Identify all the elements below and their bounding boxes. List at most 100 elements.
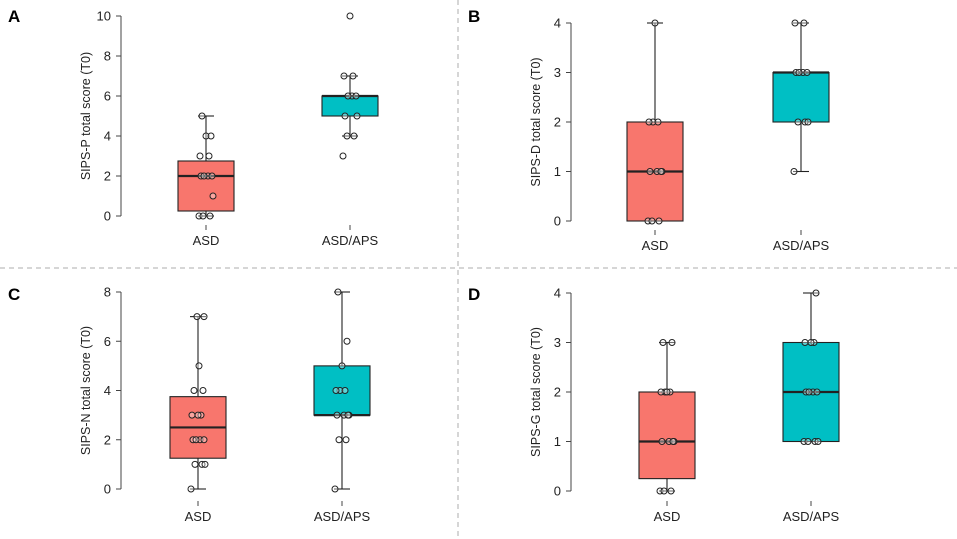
data-point [646, 168, 654, 175]
y-tick-label: 1 [554, 164, 561, 179]
data-point [669, 438, 677, 445]
y-tick-label: 4 [104, 129, 111, 144]
box-asd: ASD [638, 339, 696, 524]
panel-letter: B [468, 7, 480, 26]
y-axis-title: SIPS-G total score (T0) [529, 327, 543, 457]
y-tick-label: 8 [104, 285, 111, 300]
y-tick-label: 3 [554, 335, 561, 350]
data-point [341, 112, 349, 120]
data-point [344, 92, 352, 100]
data-point [206, 212, 214, 220]
y-tick-label: 0 [104, 209, 111, 224]
data-point [805, 388, 813, 396]
y-axis-title: SIPS-N total score (T0) [79, 326, 93, 455]
y-tick-label: 4 [104, 383, 111, 398]
category-label: ASD/APS [314, 509, 371, 524]
data-point [667, 487, 675, 495]
data-point [193, 313, 201, 321]
data-point [804, 118, 812, 126]
data-point [342, 436, 350, 444]
box-asd-aps: ASD/APS [321, 12, 379, 248]
data-point [657, 168, 665, 175]
data-point [814, 438, 822, 445]
box-asd-aps: ASD/APS [782, 289, 840, 524]
data-point [194, 411, 202, 419]
category-label: ASD [193, 233, 220, 248]
data-point [346, 12, 354, 20]
iqr-box [321, 95, 379, 117]
y-tick-label: 1 [554, 434, 561, 449]
panel-letter: A [8, 7, 20, 26]
category-label: ASD [642, 238, 669, 253]
data-point [333, 411, 341, 419]
data-point [807, 339, 815, 346]
data-point [353, 112, 361, 120]
data-point [655, 217, 663, 225]
data-point [813, 388, 821, 396]
data-point [795, 69, 803, 76]
data-point [343, 132, 351, 140]
data-point [331, 485, 339, 493]
y-tick-label: 3 [554, 65, 561, 80]
y-axis-title: SIPS-D total score (T0) [529, 57, 543, 186]
data-point [201, 460, 209, 468]
data-point [205, 152, 213, 160]
category-label: ASD [654, 509, 681, 524]
data-point [668, 339, 676, 346]
y-tick-label: 4 [554, 286, 561, 301]
data-point [202, 132, 210, 140]
data-point [648, 217, 656, 225]
data-point [660, 487, 668, 495]
y-tick-label: 4 [554, 16, 561, 31]
panel-d: D 0 1 2 3 4 SIPS-G total score (T0) ASD ASD/APS [468, 285, 840, 524]
box-asd-aps: ASD/APS [313, 288, 371, 524]
y-tick-label: 2 [554, 115, 561, 130]
data-point [339, 152, 347, 160]
data-point [192, 436, 200, 444]
box-asd: ASD [626, 19, 684, 253]
y-tick-label: 6 [104, 334, 111, 349]
data-point [645, 118, 653, 126]
category-label: ASD/APS [783, 509, 840, 524]
data-point [188, 411, 196, 419]
data-point [341, 387, 349, 394]
data-point [207, 132, 215, 140]
data-point [191, 460, 199, 468]
data-point [343, 337, 351, 345]
data-point [657, 388, 665, 396]
y-tick-label: 0 [554, 484, 561, 499]
data-point [790, 168, 798, 175]
y-tick-label: 0 [104, 482, 111, 497]
data-point [794, 118, 802, 126]
data-point [659, 339, 667, 346]
panel-b: B 0 1 2 3 4 SIPS-D total score (T0) ASD ASD/APS [468, 7, 830, 253]
data-point [200, 172, 208, 180]
iqr-box [772, 71, 830, 123]
data-point [198, 112, 206, 120]
box-asd-aps: ASD/APS [772, 19, 830, 253]
data-point [791, 19, 799, 27]
y-tick-label: 2 [104, 169, 111, 184]
data-point [196, 152, 204, 160]
data-point [209, 192, 217, 200]
data-point [338, 362, 346, 370]
data-point [195, 362, 203, 370]
data-point [190, 387, 198, 394]
box-asd: ASD [177, 112, 235, 248]
data-point [658, 438, 666, 445]
y-tick-label: 2 [554, 385, 561, 400]
data-point [801, 339, 809, 346]
data-point [199, 212, 207, 220]
data-point [334, 288, 342, 296]
data-point [803, 69, 811, 76]
y-tick-label: 2 [104, 432, 111, 447]
iqr-box [638, 391, 696, 480]
category-label: ASD [185, 509, 212, 524]
data-point [812, 289, 820, 297]
data-point [200, 313, 208, 321]
category-label: ASD/APS [773, 238, 830, 253]
data-point [340, 72, 348, 80]
data-point [200, 436, 208, 444]
